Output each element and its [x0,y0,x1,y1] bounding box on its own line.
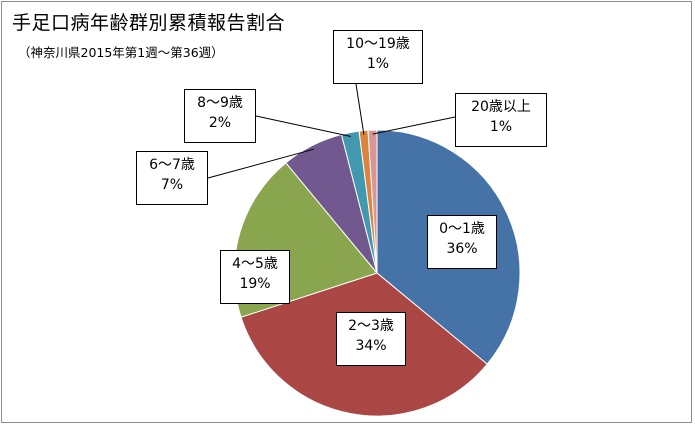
data-label: 2～3歳 34% [336,312,406,366]
data-label-value: 7% [160,177,184,193]
data-label-value: 36% [446,241,478,257]
data-label: 4～5歳 19% [220,250,290,304]
data-label-value: 19% [239,276,271,292]
data-label-value: 2% [208,115,232,131]
leader-line [255,115,352,137]
data-label-value: 1% [489,119,513,135]
data-label: 10～19歳 1% [333,30,423,84]
data-label-category: 6～7歳 [149,157,195,173]
data-label-category: 8～9歳 [197,95,243,111]
data-label-value: 1% [366,56,390,72]
pie-slice [367,129,378,274]
leader-line [372,116,456,135]
data-label-category: 4～5歳 [232,256,278,272]
data-label: 8～9歳 2% [184,89,256,143]
data-label-category: 2～3歳 [348,318,394,334]
data-label: 0～1歳 36% [427,215,497,269]
data-label-category: 0～1歳 [439,221,485,237]
data-label-category: 20歳以上 [471,99,531,115]
data-label-category: 10～19歳 [346,36,410,52]
leader-line [207,148,315,179]
chart-subtitle: （神奈川県2015年第1週～第36週） [18,45,224,60]
data-label-value: 34% [355,338,387,354]
leader-lines [207,83,456,179]
data-label: 20歳以上 1% [455,93,547,147]
leader-line [355,83,365,135]
data-label: 6～7歳 7% [136,151,208,205]
chart-title: 手足口病年齢群別累積報告割合 [12,12,286,34]
